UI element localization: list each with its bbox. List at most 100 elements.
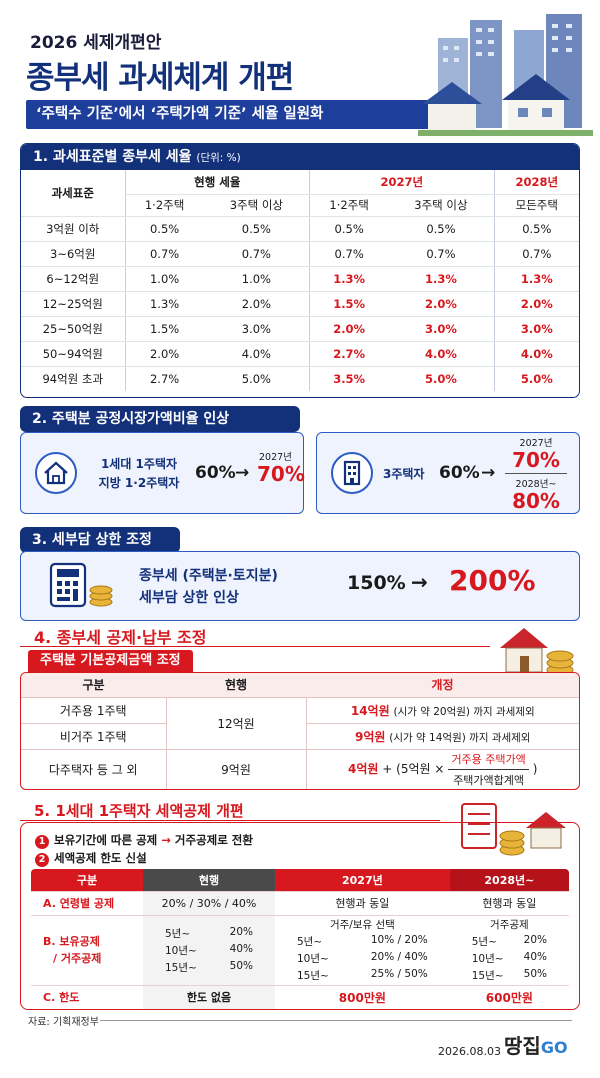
rect: [57, 581, 62, 586]
cell: 5년~ 20% 10년~ 40% 15년~ 50%: [143, 915, 275, 986]
cell: 1.0%: [203, 266, 310, 292]
current-cell: 9억원: [166, 749, 307, 789]
deduction-table: 구분 현행 개정 거주용 1주택 12억원 14억원 (시가 약 20억원) 까…: [21, 673, 579, 789]
revision-cell: 14억원 (시가 약 20억원) 까지 과세제외: [306, 697, 579, 724]
rect: [552, 48, 558, 52]
title: 종부세 과세체계 개편: [26, 60, 294, 96]
polygon: [502, 74, 570, 100]
header-cell: 개정: [306, 673, 579, 698]
rect: [350, 478, 354, 484]
house-icon: [35, 452, 77, 494]
rect: [443, 58, 448, 62]
rate: 20%: [523, 934, 547, 946]
rect: [530, 827, 562, 849]
cap-from: 150%: [347, 572, 406, 594]
row: 25~50억원 1.5% 3.0% 2.0% 3.0% 3.0%: [21, 316, 579, 342]
section-bar: 3. 세부담 상한 조정: [20, 527, 180, 553]
sub-grid: 5년~ 10% / 20% 10년~ 20% / 40% 15년~ 25% / 50%: [275, 934, 450, 983]
formula-close: ): [532, 761, 538, 776]
house-glyph: [44, 461, 68, 485]
period: 5년~: [297, 936, 323, 948]
rate: 20%: [229, 925, 253, 938]
polygon: [422, 82, 482, 104]
row-label: 3~6억원: [21, 241, 125, 267]
ratio-to: 80%: [512, 489, 560, 513]
cell: 현행과 동일: [275, 891, 450, 916]
cell: 0.5%: [124, 216, 204, 242]
note: 2 세액공제 한도 신설: [35, 849, 253, 867]
header-row: 구분 현행 개정: [21, 673, 579, 698]
row: 50~94억원 2.0% 4.0% 2.7% 4.0% 4.0%: [21, 341, 579, 367]
rect: [348, 466, 351, 469]
ratio-year: 2027년: [259, 452, 292, 463]
subtitle: ‘주택수 기준’에서 ‘주택가액 기준’ 세율 일원화: [26, 100, 430, 129]
rect: [552, 24, 558, 28]
ellipse: [499, 830, 525, 842]
cell: 3.0%: [493, 316, 579, 342]
rect: [418, 130, 593, 136]
tbody: 구분 현행 2027년 2028년~ A. 연령별 공제 20% / 30% /…: [31, 869, 569, 1009]
building-icon: [331, 452, 373, 494]
rate: 50%: [229, 959, 253, 972]
note: 1 보유기간에 따른 공제 → 거주공제로 전환: [35, 831, 253, 849]
header-cell: 현행: [166, 673, 306, 698]
cell: 3.0%: [388, 316, 495, 342]
note: (시가 약 14억원) 까지 과세제외: [389, 731, 531, 744]
rect: [488, 40, 494, 44]
cap-box: 종부세 (주택분·토지분) 세부담 상한 인상 150% → 200%: [20, 551, 580, 621]
row: 다주택자 등 그 외 9억원 4억원 + (5억원 × 거주용 주택가액 주택가액합…: [21, 749, 579, 789]
g: [443, 24, 572, 62]
rect: [488, 52, 494, 56]
cell: 거주/보유 선택 5년~ 10% / 20% 10년~ 20% / 40% 15년~ 25%…: [275, 915, 450, 986]
note-number: 2: [35, 853, 49, 867]
section-title: 1. 과세표준별 종부세 세율: [33, 149, 192, 165]
cap-line: 세부담 상한 인상: [139, 590, 239, 606]
period: 10년~: [297, 953, 329, 965]
credit-table: 구분 현행 2027년 2028년~ A. 연령별 공제 20% / 30% /…: [31, 869, 569, 1009]
cell: 1.3%: [388, 266, 495, 292]
rule: [20, 820, 440, 821]
rate: 50%: [523, 968, 547, 980]
brand: 땅집GO: [504, 1030, 568, 1059]
rect: [508, 100, 564, 132]
formula-open: + (5억원 ×: [382, 761, 445, 776]
row-label: 거주용 1주택: [21, 697, 167, 724]
row: 6~12억원 1.0% 1.0% 1.3% 1.3% 1.3%: [21, 266, 579, 292]
cell: 600만원: [485, 990, 533, 1005]
header-cell: 2027년: [275, 869, 450, 892]
calculator-icon: [49, 562, 113, 608]
ratio-from: 60%: [195, 463, 236, 483]
cell: 0.5%: [309, 216, 389, 242]
section-title: 4. 종부세 공제·납부 조정: [34, 628, 207, 647]
rate: 25% / 50%: [370, 968, 428, 980]
rate-table-box: 1. 과세표준별 종부세 세율 (단위: %) 과세표준 현행 세율 2027년 20…: [20, 143, 580, 398]
cell: 3.0%: [203, 316, 310, 342]
amount: 9억원: [355, 729, 386, 744]
rate-table: 과세표준 현행 세율 2027년 2028년 1·2주택 3주택 이상 1·2주택 3주택 이…: [21, 170, 579, 391]
rect: [488, 28, 494, 32]
ratio-card: 1세대 1주택자 지방 1·2주택자 60% → 2027년 70%: [20, 432, 305, 514]
ratio-card: 3주택자 60% → 2027년 70% 2028년~ 80%: [316, 432, 580, 514]
row-label: 비거주 1주택: [21, 723, 167, 750]
g: [89, 585, 113, 607]
card-label: 지방 1·2주택자: [98, 476, 180, 490]
rect: [566, 24, 572, 28]
note-text: 거주공제로 전환: [174, 833, 253, 847]
notes: 1 보유기간에 따른 공제 → 거주공제로 전환 2 세액공제 한도 신설: [35, 831, 253, 867]
credit-box: 1 보유기간에 따른 공제 → 거주공제로 전환 2 세액공제 한도 신설 구분 현…: [20, 822, 580, 1010]
denominator: 주택가액합계액: [453, 773, 525, 787]
card-label: 3주택자: [383, 467, 425, 481]
header-row: 구분 현행 2027년 2028년~: [31, 869, 569, 892]
divider: [505, 473, 567, 474]
cell: 5.0%: [424, 371, 457, 386]
header-cell: 2028년: [493, 170, 579, 195]
cell: 0.7%: [203, 241, 310, 267]
cell: 3.5%: [309, 366, 389, 391]
cell: 2.7%: [309, 341, 389, 367]
polygon: [526, 812, 566, 828]
cell: 1.3%: [309, 266, 389, 292]
rect: [353, 472, 356, 475]
row: A. 연령별 공제 20% / 30% / 40% 현행과 동일 현행과 동일: [31, 891, 569, 916]
cell: 0.5%: [388, 216, 495, 242]
